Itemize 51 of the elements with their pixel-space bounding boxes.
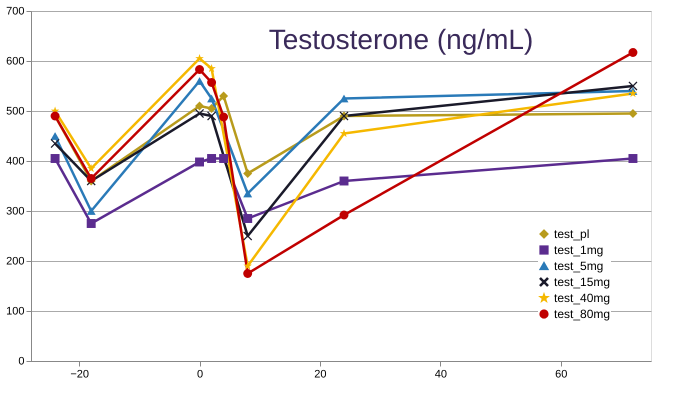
- y-tick-label: 600: [6, 56, 24, 68]
- point: [243, 262, 252, 270]
- x-tick-label: 0: [196, 368, 204, 380]
- point: [628, 89, 638, 98]
- point: [195, 65, 204, 74]
- point: [195, 77, 204, 85]
- point: [207, 104, 216, 113]
- point: [219, 112, 228, 122]
- y-tick-label: 500: [6, 106, 24, 118]
- y-tick-label: 300: [6, 206, 24, 218]
- point: [50, 132, 60, 140]
- point: [207, 64, 216, 72]
- point: [207, 154, 216, 163]
- point: [86, 174, 96, 183]
- legend-label: test_1mg: [554, 243, 604, 257]
- point: [340, 210, 348, 220]
- legend-label: test_pl: [554, 227, 590, 241]
- legend-label: test_40mg: [554, 291, 610, 305]
- x-tick-label: 40: [434, 368, 447, 380]
- point: [219, 92, 228, 100]
- point: [243, 169, 252, 178]
- point: [340, 176, 348, 186]
- point: [219, 154, 228, 163]
- point: [628, 154, 638, 163]
- y-tick-label: 700: [6, 6, 24, 18]
- point: [243, 232, 252, 240]
- point: [195, 54, 204, 62]
- point: [86, 164, 96, 172]
- point: [340, 94, 348, 102]
- chart-title: Testosterone (ng/mL): [268, 24, 534, 55]
- y-tick-label: 400: [6, 156, 24, 168]
- point: [628, 48, 638, 57]
- point: [243, 190, 252, 198]
- legend-label: test_15mg: [554, 275, 610, 289]
- legend-label: test_5mg: [554, 259, 604, 273]
- x-tick-label: −20: [70, 368, 89, 380]
- point: [50, 154, 60, 163]
- y-tick-label: 0: [18, 356, 24, 368]
- y-tick-label: 200: [6, 256, 24, 268]
- y-tick-label: 100: [6, 306, 24, 318]
- point: [207, 94, 216, 102]
- x-tick-label: 60: [555, 368, 568, 380]
- point: [195, 158, 204, 166]
- x-tick-label: 20: [314, 368, 327, 380]
- point: [195, 102, 204, 110]
- point: [243, 214, 252, 223]
- legend-label: test_80mg: [554, 307, 610, 321]
- point: [86, 219, 96, 228]
- point: [207, 78, 216, 87]
- point: [243, 269, 252, 278]
- point: [86, 207, 96, 215]
